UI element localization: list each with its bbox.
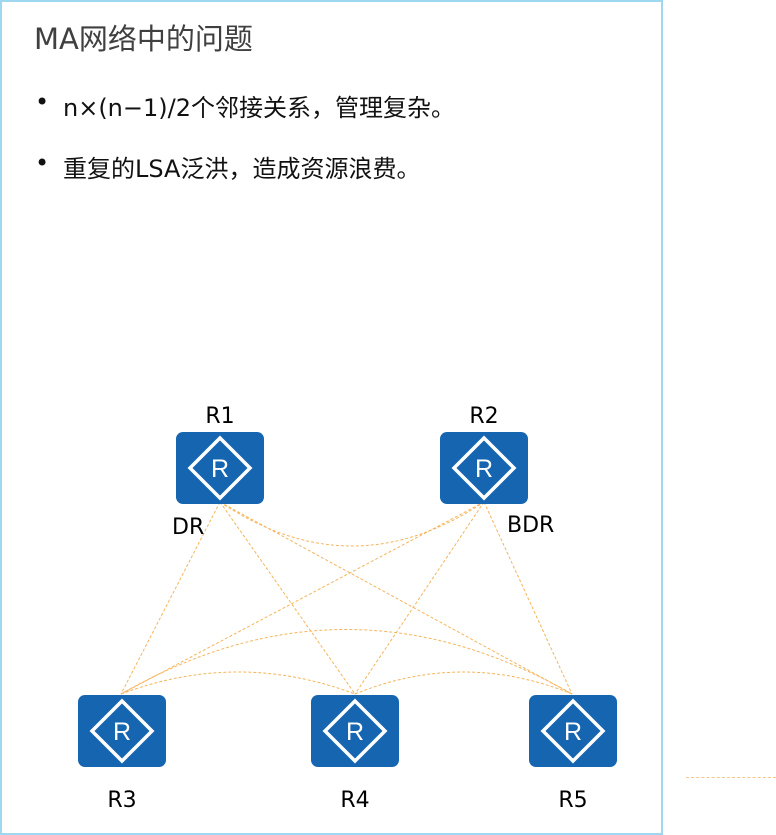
router-label-r3: R3 bbox=[107, 788, 137, 813]
link-r1-r4 bbox=[219, 501, 356, 695]
bullet-text: 重复的LSA泛洪，造成资源浪费。 bbox=[63, 155, 421, 183]
router-r2: R bbox=[440, 432, 528, 504]
router-icon: R bbox=[89, 698, 155, 764]
router-r1: R bbox=[176, 432, 264, 504]
router-label-r5: R5 bbox=[558, 788, 588, 813]
bullet-text: n×(n−1)/2个邻接关系，管理复杂。 bbox=[63, 94, 455, 122]
svg-text:R: R bbox=[475, 455, 493, 483]
link-r4-r5 bbox=[354, 671, 573, 695]
link-r2-r3 bbox=[120, 501, 485, 695]
divider-line bbox=[686, 777, 776, 778]
router-r3: R bbox=[78, 695, 166, 767]
router-r4: R bbox=[311, 695, 399, 767]
router-role-r1: DR bbox=[172, 515, 205, 540]
svg-text:R: R bbox=[211, 455, 229, 483]
router-icon: R bbox=[322, 698, 388, 764]
router-r5: R bbox=[529, 695, 617, 767]
router-label-r4: R4 bbox=[340, 788, 370, 813]
slide-title: MA网络中的问题 bbox=[34, 22, 253, 56]
router-icon: R bbox=[187, 435, 253, 501]
router-label-r2: R2 bbox=[469, 404, 499, 429]
router-label-r1: R1 bbox=[205, 404, 235, 429]
link-r3-r4 bbox=[120, 671, 356, 695]
bullet-dot: • bbox=[35, 88, 50, 116]
link-r1-r2 bbox=[219, 501, 485, 547]
link-r2-r4 bbox=[354, 501, 485, 695]
link-r3-r5 bbox=[120, 629, 573, 695]
svg-text:R: R bbox=[564, 718, 582, 746]
router-role-r2: BDR bbox=[507, 513, 555, 538]
router-icon: R bbox=[540, 698, 606, 764]
bullet-dot: • bbox=[35, 149, 50, 177]
router-icon: R bbox=[451, 435, 517, 501]
link-r1-r3 bbox=[120, 501, 221, 695]
link-r1-r5 bbox=[219, 501, 573, 695]
svg-text:R: R bbox=[113, 718, 131, 746]
link-r2-r5 bbox=[483, 501, 573, 695]
svg-text:R: R bbox=[346, 718, 364, 746]
